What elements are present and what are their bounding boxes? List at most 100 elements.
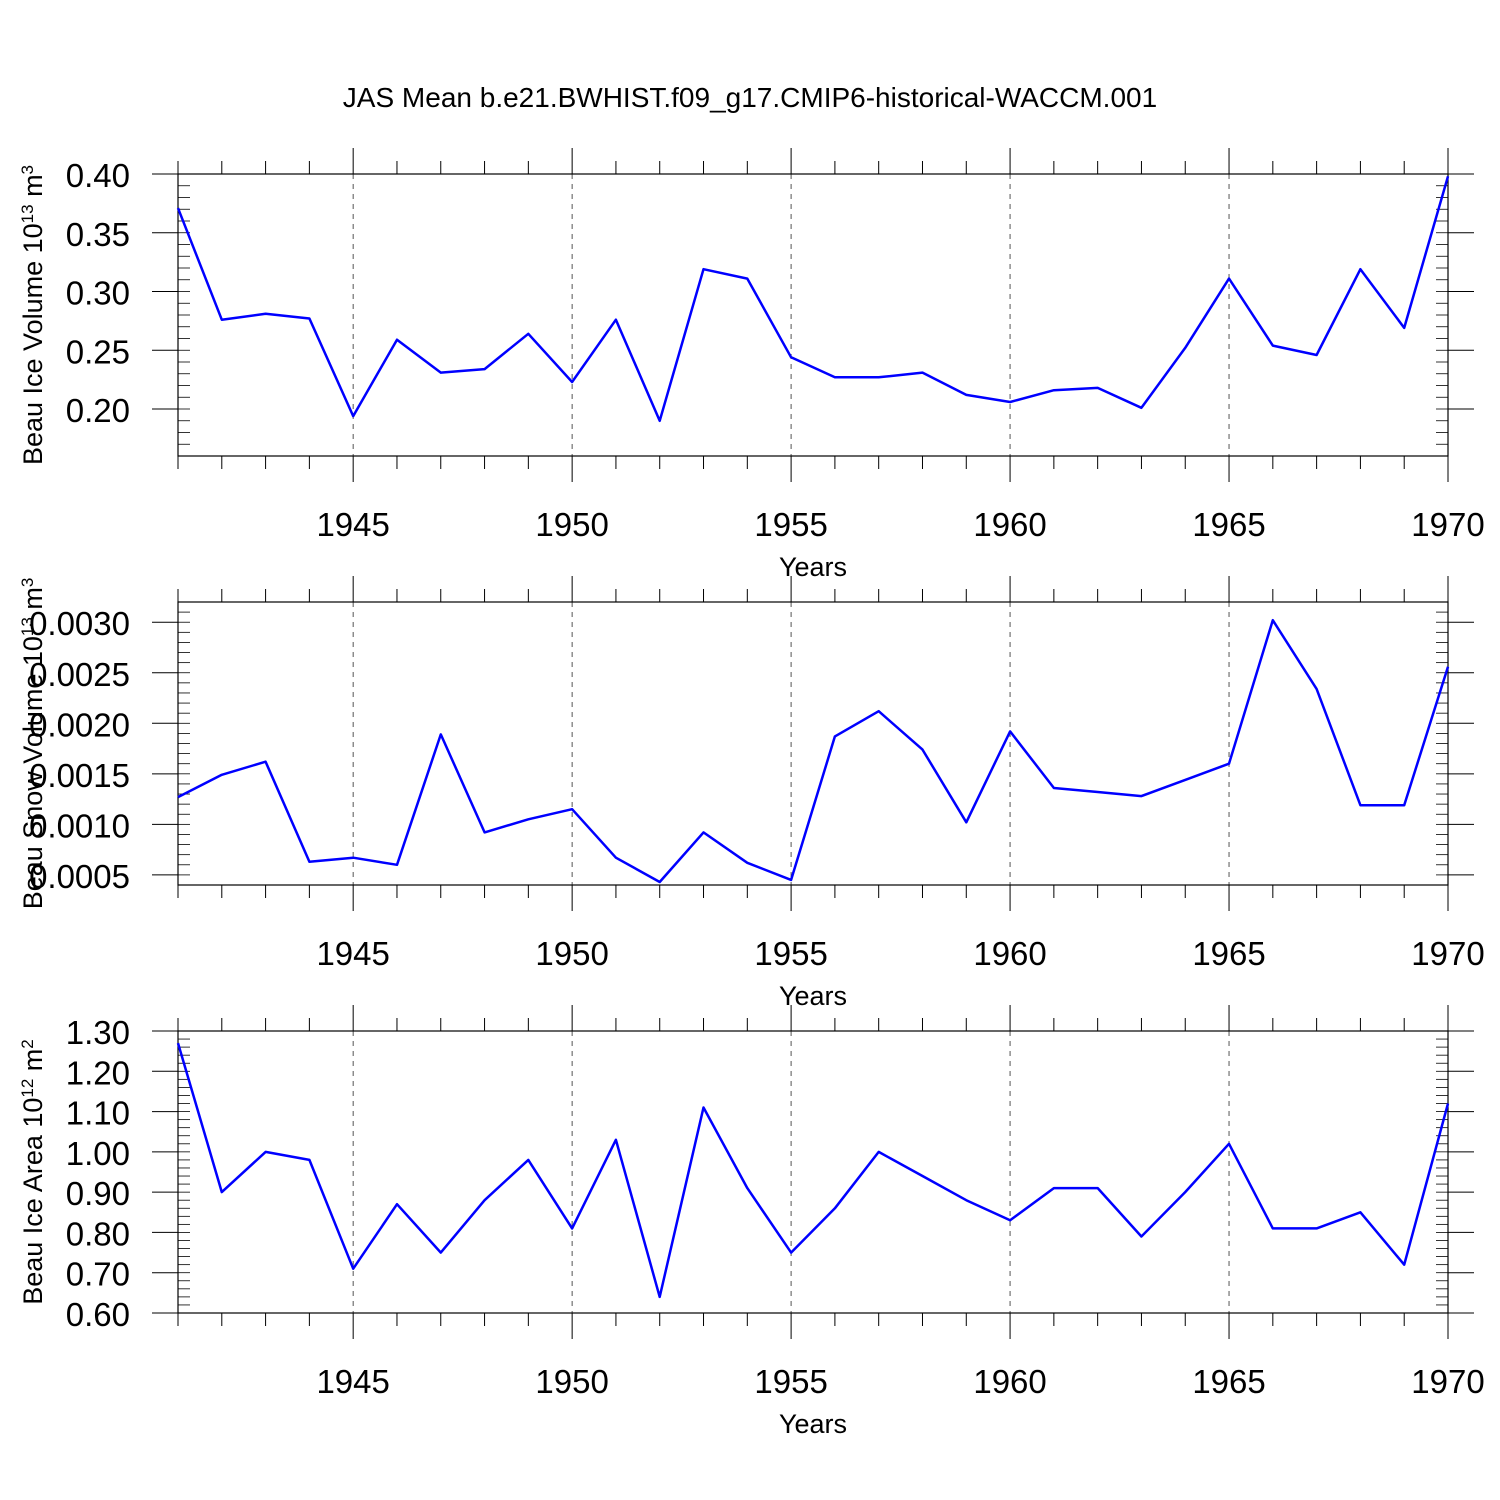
data-point (1271, 1226, 1275, 1230)
data-point (1139, 406, 1143, 410)
series-line (176, 1042, 1450, 1299)
data-point (1008, 400, 1012, 404)
data-point (789, 1251, 793, 1255)
data-point (658, 1295, 662, 1299)
data-point (439, 732, 443, 736)
y-tick-label: 0.0020 (29, 706, 130, 743)
data-point (395, 1202, 399, 1206)
data-point (964, 1198, 968, 1202)
chart-panel-2: 0.0030 0.0025 0.0020 0.0015 0.0010 0.0005 1945… (18, 576, 1485, 1011)
data-point (745, 277, 749, 281)
data-point (658, 419, 662, 423)
y-axis-label: Beau Ice Area 1012 m2 (18, 1039, 49, 1305)
x-tick-label: 1955 (754, 506, 827, 543)
y-axis-label-text: m (18, 587, 48, 617)
y-tick-label: 1.10 (66, 1095, 130, 1132)
data-point (1139, 794, 1143, 798)
x-tick-label: 1965 (1192, 1363, 1265, 1400)
data-point (1446, 1102, 1450, 1106)
y-tick-label: 0.0030 (29, 605, 130, 642)
data-point (833, 1206, 837, 1210)
data-point (1183, 346, 1187, 350)
data-point (614, 856, 618, 860)
data-point (439, 371, 443, 375)
series-line (177, 618, 1450, 884)
data-point (920, 748, 924, 752)
data-point (1183, 1190, 1187, 1194)
data-point (570, 807, 574, 811)
y-axis-label: Beau Ice Volume 1013 m3 (18, 165, 49, 465)
x-tick-label: 1960 (973, 935, 1046, 972)
data-point (964, 393, 968, 397)
data-point (351, 1267, 355, 1271)
x-tick-label: 1965 (1192, 935, 1265, 972)
data-point (745, 861, 749, 865)
data-point (702, 267, 706, 271)
chart-panel-3: 1.301.20 1.101.000.900.80 0.700.60 1945 1950… (18, 1005, 1485, 1439)
data-point (483, 830, 487, 834)
plot-frame (177, 601, 1449, 886)
data-point (877, 375, 881, 379)
y-tick-label: 0.60 (66, 1296, 130, 1333)
y-tick-label: 1.30 (66, 1014, 130, 1051)
data-point (1183, 778, 1187, 782)
data-point (1227, 762, 1231, 766)
data-point (176, 795, 180, 799)
x-tick-label: 1960 (973, 506, 1046, 543)
data-point (1227, 277, 1231, 281)
x-tick-label: 1970 (1411, 935, 1484, 972)
x-tick-label: 1950 (535, 1363, 608, 1400)
data-point (483, 367, 487, 371)
data-point (833, 734, 837, 738)
plot-frame (177, 1030, 1449, 1314)
y-axis-label-exponent: 2 (18, 1039, 37, 1048)
y-tick-label: 0.30 (66, 275, 130, 312)
y-axis-label-text: Beau Ice Area 10 (18, 1098, 48, 1305)
data-point (1096, 790, 1100, 794)
y-axis-label: Beau Snow Volume 1013 m3 (18, 578, 49, 910)
data-point (789, 355, 793, 359)
x-tick-label: 1965 (1192, 506, 1265, 543)
x-tick-label: 1950 (535, 506, 608, 543)
data-point (789, 878, 793, 882)
data-point (176, 1041, 180, 1045)
series-line (176, 175, 1450, 423)
x-tick-label: 1955 (754, 1363, 827, 1400)
y-tick-label: 0.80 (66, 1215, 130, 1252)
data-point (220, 318, 224, 322)
x-axis-label: Years (779, 1409, 847, 1439)
data-point (395, 863, 399, 867)
data-point (307, 317, 311, 321)
data-point (176, 206, 180, 210)
data-point (526, 332, 530, 336)
data-point (1446, 665, 1450, 669)
data-point (1315, 353, 1319, 357)
data-point (526, 817, 530, 821)
x-axis-label: Years (779, 981, 847, 1011)
data-point (307, 1158, 311, 1162)
data-point (1446, 174, 1450, 178)
data-point (1358, 267, 1362, 271)
data-point (745, 1186, 749, 1190)
data-point (1052, 1186, 1056, 1190)
y-axis-label-exponent: 13 (18, 617, 37, 636)
data-point (351, 414, 355, 418)
y-tick-label: 1.20 (66, 1054, 130, 1091)
y-axis-label-text: m (18, 1049, 48, 1079)
data-point (658, 880, 662, 884)
y-tick-label: 0.0005 (29, 858, 130, 895)
data-point (1139, 1234, 1143, 1238)
data-point (439, 1251, 443, 1255)
x-tick-label: 1945 (316, 1363, 389, 1400)
data-point (1227, 1142, 1231, 1146)
data-point (220, 1190, 224, 1194)
data-point (220, 773, 224, 777)
data-point (614, 1138, 618, 1142)
data-point (264, 1150, 268, 1154)
data-point (877, 709, 881, 713)
chart-panel-1: 0.40 0.35 0.30 0.25 0.20 1945 1950 1955 1960 1965… (18, 148, 1485, 582)
x-tick-label: 1955 (754, 935, 827, 972)
data-point (1402, 1263, 1406, 1267)
y-tick-label: 0.0025 (29, 656, 130, 693)
data-point (1052, 388, 1056, 392)
